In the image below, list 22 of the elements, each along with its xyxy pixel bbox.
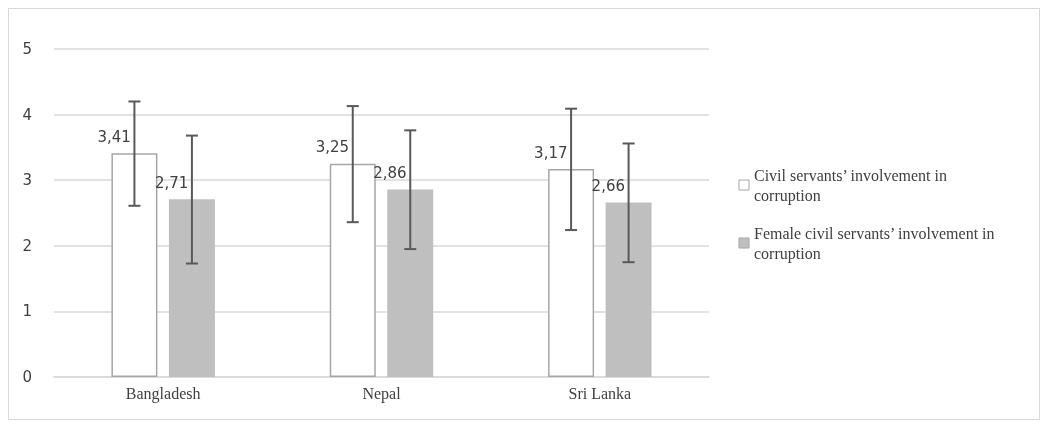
y-tick-label: 4 bbox=[22, 105, 32, 124]
bar bbox=[111, 153, 158, 377]
y-tick-label: 2 bbox=[22, 236, 32, 255]
y-tick-label: 5 bbox=[22, 40, 32, 58]
legend-label: Female civil servants’ involvement in corruption bbox=[754, 224, 999, 263]
x-tick-label: Nepal bbox=[362, 384, 402, 403]
legend-label: Civil servants’ involvement in corruption bbox=[754, 166, 952, 205]
y-tick-label: 1 bbox=[22, 302, 32, 321]
bar bbox=[387, 189, 434, 377]
x-tick-label: Bangladesh bbox=[125, 384, 201, 403]
data-label: 3,41 bbox=[97, 127, 131, 146]
data-label: 2,71 bbox=[154, 173, 189, 192]
y-tick-label: 3 bbox=[22, 171, 32, 190]
bar bbox=[605, 202, 652, 377]
data-label: 3,25 bbox=[315, 138, 350, 157]
bar bbox=[329, 163, 376, 377]
y-tick-label: 0 bbox=[22, 368, 32, 386]
data-label: 2,66 bbox=[591, 177, 625, 195]
data-label: 3,17 bbox=[534, 143, 568, 162]
data-label: 2,86 bbox=[373, 163, 407, 182]
x-tick-label: Sri Lanka bbox=[568, 384, 632, 402]
bar bbox=[168, 199, 215, 377]
